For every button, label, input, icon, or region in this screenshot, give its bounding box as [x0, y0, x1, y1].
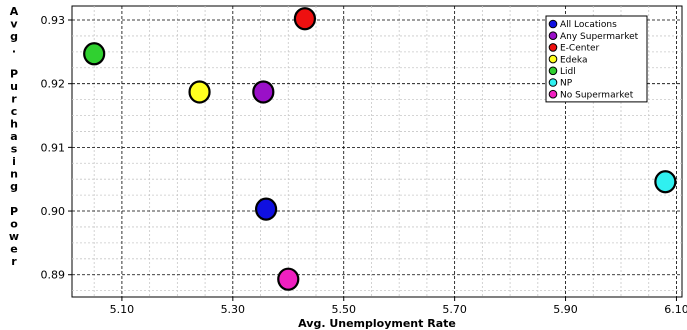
legend-label: NP	[560, 79, 573, 89]
legend-label: Lidl	[560, 67, 576, 77]
data-point: Lidl	[83, 42, 106, 66]
y-axis-ticks: 0.89 0.90 0.91 0.92 0.93	[41, 14, 72, 282]
legend: All Locations Any Supermarket E-CenterEdek…	[545, 15, 648, 103]
major-grid	[72, 6, 682, 297]
y-tick-label: 0.91	[41, 141, 66, 154]
legend-label: All Locations	[560, 20, 617, 30]
legend-swatch	[548, 43, 558, 52]
legend-swatch	[548, 66, 558, 76]
y-tick-label: 0.89	[41, 269, 66, 282]
legend-swatch	[548, 19, 558, 29]
x-tick-label: 5.90	[553, 303, 578, 316]
x-tick-label: 6.10	[664, 303, 687, 316]
data-point: Any Supermarket	[252, 80, 275, 104]
data-point: E-Center	[293, 7, 317, 31]
x-axis-ticks: 5.10 5.30 5.50 5.70 5.90 6.10	[110, 297, 687, 316]
legend-box	[545, 15, 648, 103]
legend-label: Any Supermarket	[560, 32, 639, 42]
legend-label: No Supermarket	[560, 90, 634, 100]
x-tick-label: 5.30	[221, 303, 246, 316]
y-tick-label: 0.93	[41, 14, 66, 27]
data-point: All Locations	[254, 197, 278, 221]
legend-label: Edeka	[560, 55, 588, 65]
legend-swatch	[548, 54, 558, 64]
y-tick-label: 0.92	[41, 78, 66, 91]
legend-swatch	[548, 31, 558, 41]
x-tick-label: 5.50	[331, 303, 356, 316]
x-axis-title: Avg. Unemployment Rate	[298, 317, 456, 330]
y-tick-label: 0.90	[41, 205, 66, 218]
data-point: No Supermarket	[277, 267, 300, 291]
legend-swatch	[548, 89, 558, 99]
x-tick-label: 5.70	[442, 303, 467, 316]
x-tick-label: 5.10	[110, 303, 135, 316]
data-point: Edeka	[188, 80, 211, 104]
legend-label: E-Center	[560, 44, 600, 54]
legend-swatch	[548, 78, 558, 87]
data-point: NP	[654, 170, 677, 194]
